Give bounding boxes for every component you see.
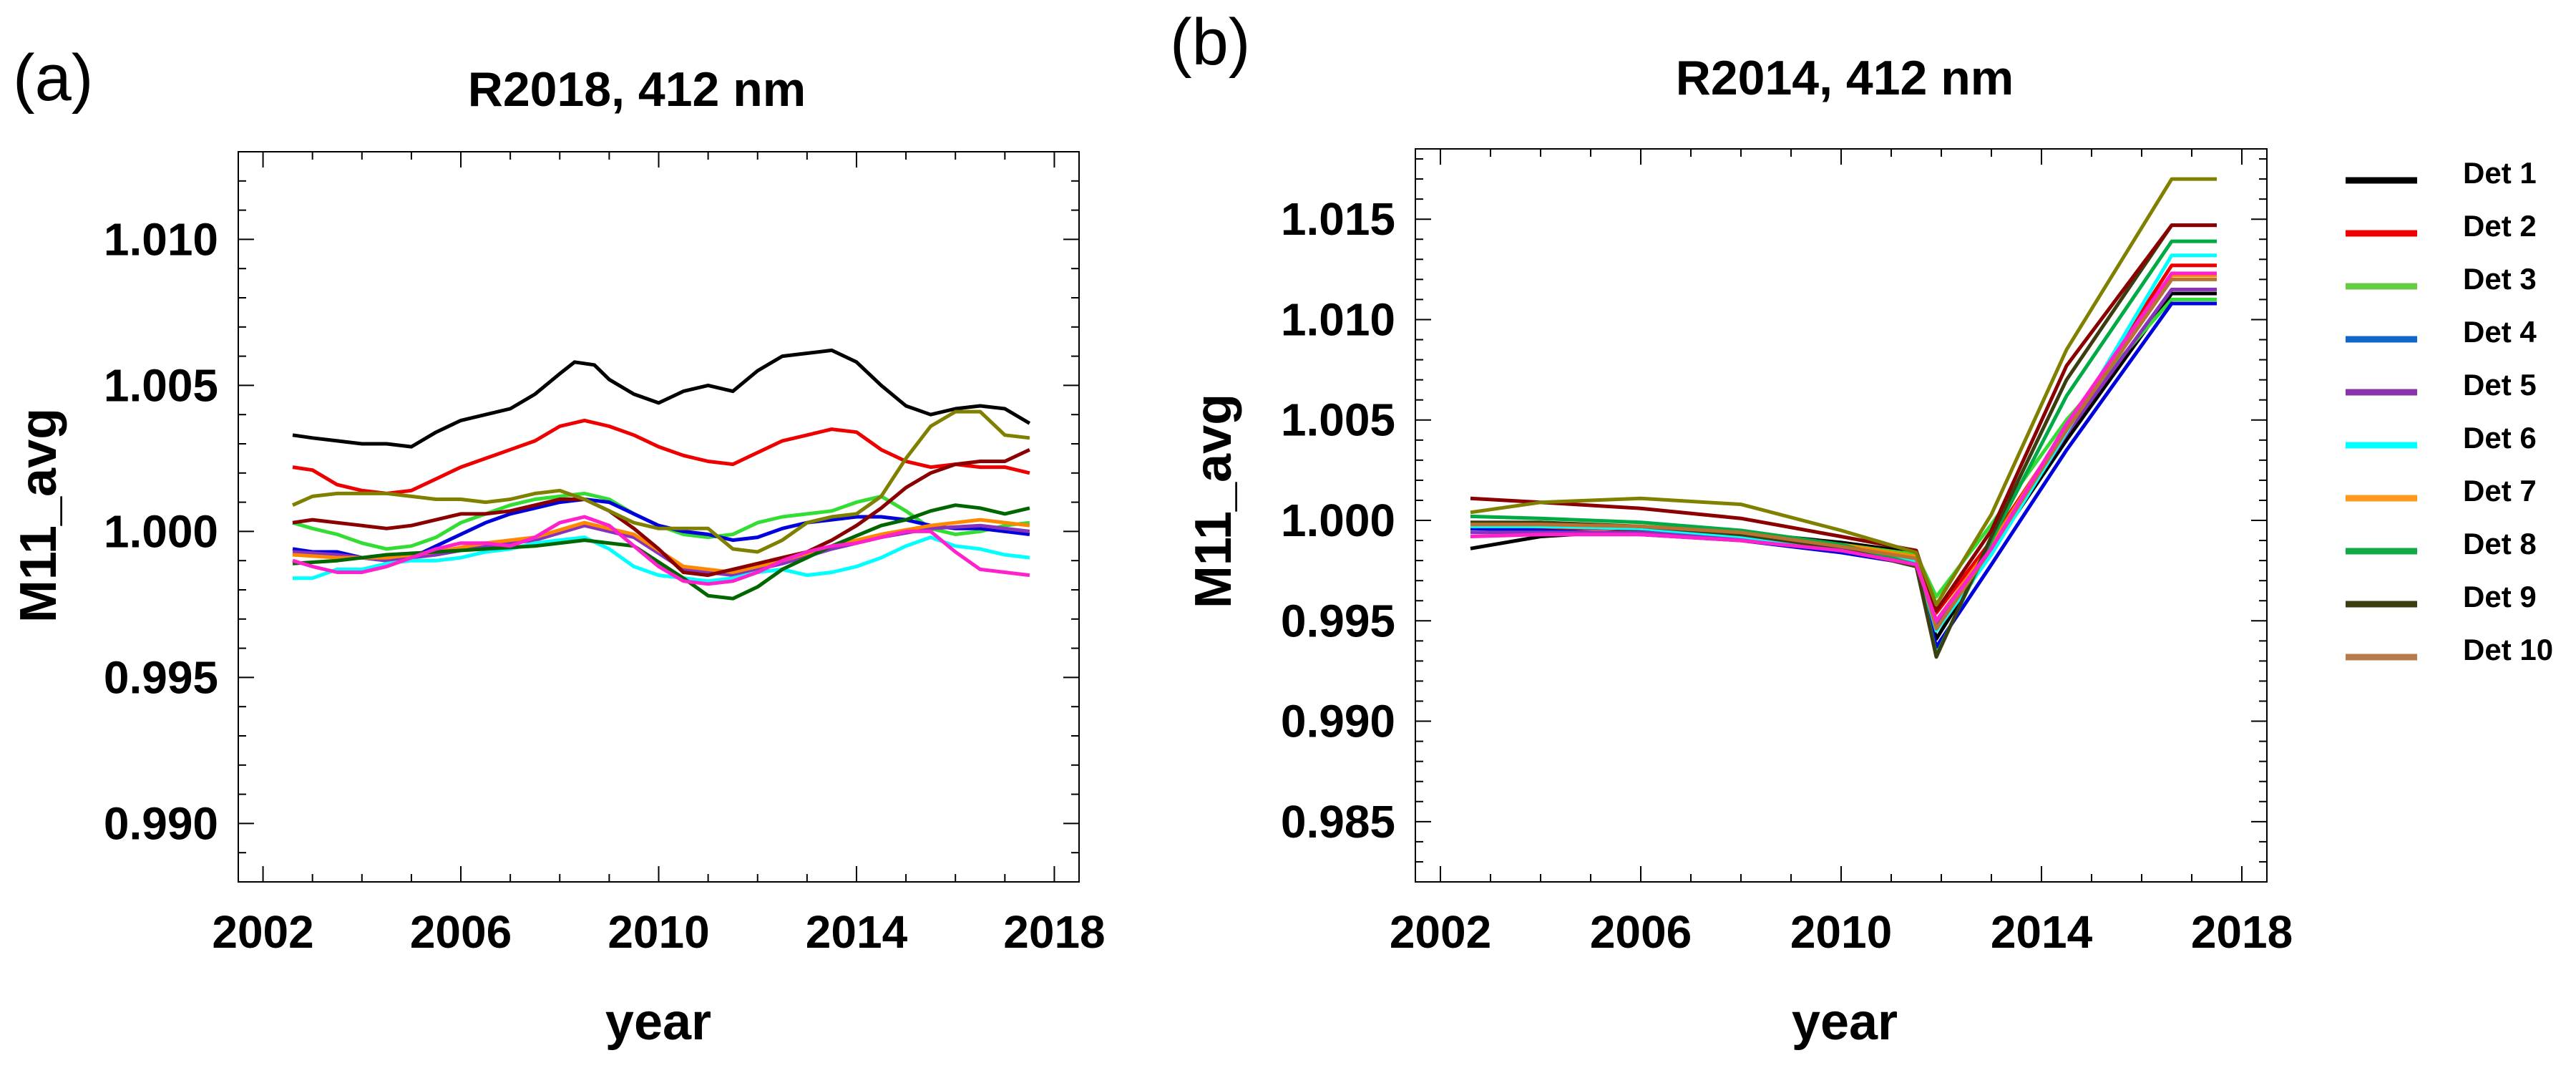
- x-axis-title-a: year: [605, 994, 711, 1051]
- series-line-b-det-1: [1470, 291, 2217, 641]
- legend-label: Det 5: [2463, 368, 2537, 402]
- series-line-a-pink: [292, 515, 1030, 586]
- series-line-b-det-4: [1470, 301, 2217, 649]
- y-tick-label-a: 1.010: [104, 213, 218, 265]
- series-line-b-pink: [1470, 271, 2217, 623]
- series-line-b-det-10: [1470, 277, 2217, 631]
- x-axis-title-b: year: [1792, 994, 1898, 1051]
- y-tick-label-b: 1.015: [1281, 193, 1395, 245]
- legend: Det 1 Det 2 Det 3 Det 4 Det 5 Det 6 Det 7 Det 8…: [2346, 156, 2553, 666]
- series-line-a-det-6: [293, 535, 1030, 583]
- legend-label: Det 10: [2463, 633, 2553, 666]
- series-line-a-det-10: [291, 409, 1030, 554]
- y-tick-label-b: 0.985: [1281, 796, 1395, 848]
- plot-area-b: 2002 2006 2010 2014 2018 0.985 0.990 0.995 1.000…: [1281, 148, 2293, 958]
- plot-area-a: 2002 2006 2010 2014 2018 0.990 0.995 1.000 1.005…: [104, 151, 1106, 958]
- legend-label: Det 4: [2463, 315, 2537, 349]
- series-line-b-det-7: [1470, 273, 2217, 623]
- x-tick-label-b: 2014: [1991, 906, 2093, 958]
- panel-label-a: (a): [13, 42, 93, 115]
- y-tick-label-a: 0.995: [104, 651, 218, 703]
- panel-label-b: (b): [1170, 6, 1250, 79]
- legend-label: Det 9: [2463, 580, 2537, 613]
- x-tick-label-b: 2010: [1790, 906, 1892, 958]
- panel-a: (a) R2018, 412 nm year M11_avg 2002 2006 2…: [10, 42, 1106, 1051]
- y-axis-title-a: M11_avg: [10, 408, 67, 623]
- legend-label: Det 7: [2463, 474, 2537, 508]
- y-tick-label-a: 1.005: [104, 359, 218, 411]
- x-tick-label-a: 2006: [410, 906, 512, 958]
- y-tick-label-b: 1.005: [1281, 394, 1395, 446]
- x-tick-label-a: 2010: [608, 906, 709, 958]
- legend-label: Det 1: [2463, 156, 2537, 190]
- y-tick-label-b: 0.990: [1281, 696, 1395, 747]
- chart-title-b: R2014, 412 nm: [1676, 51, 2014, 105]
- series-line-a-det-9: [292, 447, 1030, 578]
- y-tick-label-b: 0.995: [1281, 595, 1395, 646]
- chart-title-a: R2018, 412 nm: [468, 62, 806, 117]
- x-tick-label-b: 2018: [2191, 906, 2293, 958]
- series-line-b-dark-red: [1470, 223, 2217, 613]
- legend-label: Det 2: [2463, 209, 2537, 243]
- x-tick-label-a: 2018: [1003, 906, 1105, 958]
- legend-label: Det 6: [2463, 421, 2537, 455]
- series-line-a-det-2: [292, 418, 1030, 495]
- series-line-a-det-8: [292, 503, 1030, 601]
- y-tick-label-b: 1.000: [1281, 495, 1395, 546]
- y-axis-title-b: M11_avg: [1185, 394, 1242, 608]
- panel-b: (b) R2014, 412 nm year M11_avg 2002 2006 2…: [1170, 6, 2553, 1051]
- series-line-b-det-8: [1470, 239, 2217, 657]
- x-tick-label-b: 2006: [1590, 906, 1692, 958]
- y-tick-label-a: 1.000: [104, 505, 218, 557]
- x-tick-label-b: 2002: [1390, 906, 1491, 958]
- series-line-a-det-1: [292, 348, 1031, 449]
- x-tick-label-a: 2002: [212, 906, 313, 958]
- plot-frame-b: [1415, 148, 2268, 883]
- legend-label: Det 8: [2463, 527, 2537, 560]
- legend-label: Det 3: [2463, 262, 2537, 296]
- y-tick-label-a: 0.990: [104, 797, 218, 849]
- series-line-b-olive: [1470, 177, 2217, 607]
- x-tick-label-a: 2014: [806, 906, 908, 958]
- plot-frame-a: [238, 151, 1080, 883]
- y-tick-label-b: 1.010: [1281, 293, 1395, 345]
